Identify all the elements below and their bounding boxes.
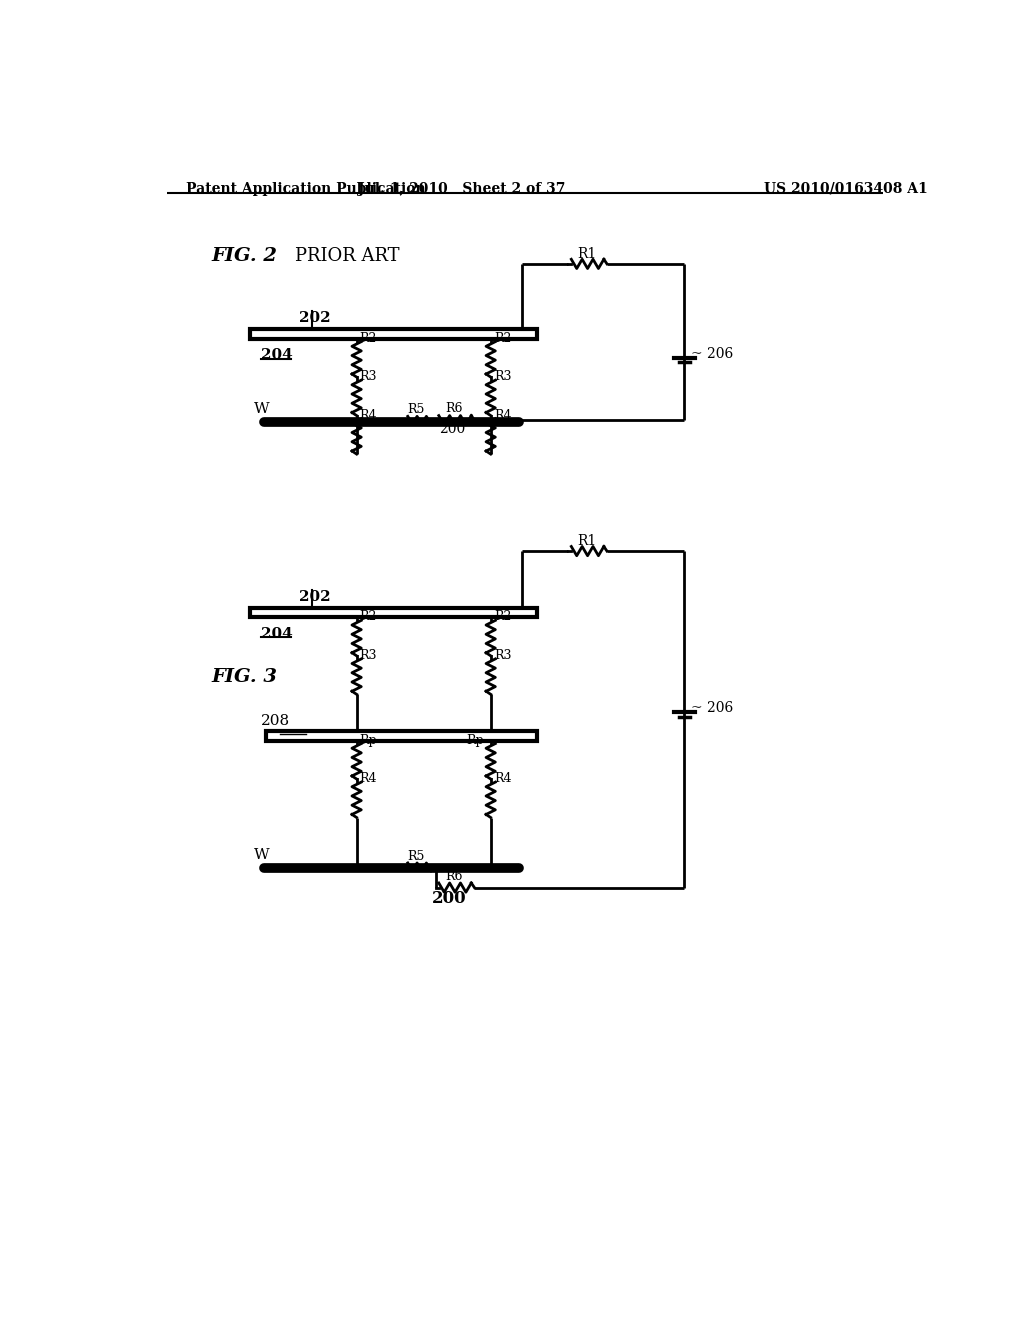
FancyBboxPatch shape [251,330,538,339]
Text: 204: 204 [261,627,293,640]
Text: R3: R3 [494,649,511,661]
Text: R1: R1 [578,535,597,548]
Text: R2: R2 [359,610,377,623]
FancyBboxPatch shape [251,609,538,618]
Text: US 2010/0163408 A1: US 2010/0163408 A1 [764,182,928,195]
Text: 200: 200 [432,890,466,907]
Text: PRIOR ART: PRIOR ART [295,247,399,265]
Text: Patent Application Publication: Patent Application Publication [186,182,426,195]
Text: FIG. 2: FIG. 2 [212,247,278,265]
Text: 202: 202 [299,590,330,603]
Text: Rp: Rp [359,734,378,747]
Text: R3: R3 [494,370,511,383]
FancyBboxPatch shape [266,731,538,741]
Text: R2: R2 [359,331,377,345]
Text: R4: R4 [494,409,511,421]
Text: R4: R4 [494,772,511,785]
Text: 200: 200 [439,421,466,436]
Text: 202: 202 [299,312,330,325]
Text: R4: R4 [359,772,377,785]
Text: R3: R3 [359,370,377,383]
Text: FIG. 3: FIG. 3 [212,668,278,686]
Text: W: W [254,849,269,862]
Text: R5: R5 [408,404,425,416]
Text: Jul. 1, 2010   Sheet 2 of 37: Jul. 1, 2010 Sheet 2 of 37 [357,182,565,195]
Text: W: W [254,401,269,416]
Text: Rp: Rp [466,734,483,747]
Text: R6: R6 [445,870,463,883]
Text: R3: R3 [359,649,377,661]
Text: R6: R6 [445,403,463,416]
Text: R2: R2 [494,331,511,345]
Text: 204: 204 [261,348,293,362]
Text: R4: R4 [359,409,377,421]
Text: 208: 208 [261,714,291,729]
Text: R5: R5 [408,850,425,863]
Text: R2: R2 [494,610,511,623]
Text: ~ 206: ~ 206 [690,347,733,360]
Text: ~ 206: ~ 206 [690,701,733,715]
Text: R1: R1 [578,247,597,261]
